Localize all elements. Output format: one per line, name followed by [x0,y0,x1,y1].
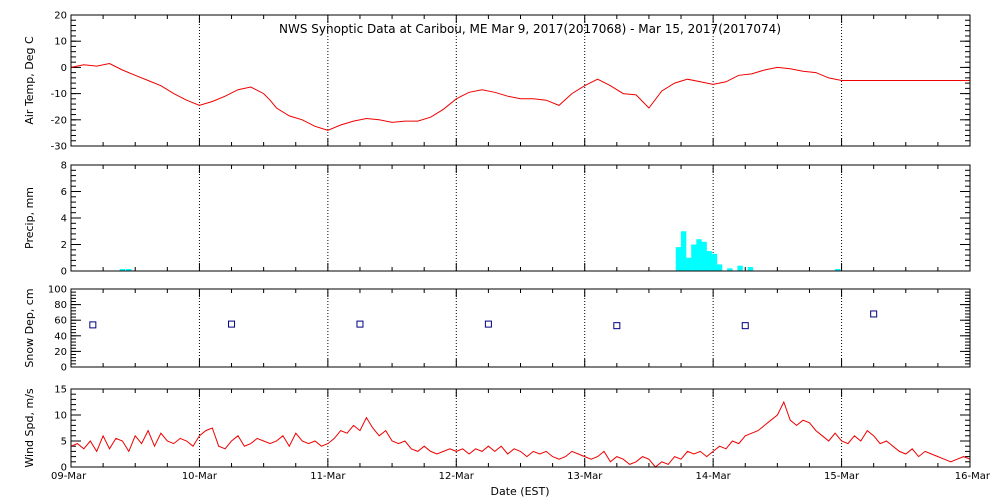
x-tick-label: 14-Mar [696,471,732,482]
y-axis-label: Precip, mm [23,187,36,249]
y-tick-label: 20 [54,11,67,22]
y-axis-label: Snow Dep, cm [23,288,36,367]
precip-bar [727,268,733,271]
precip-bar [835,269,841,271]
y-tick-label: 4 [61,214,67,225]
y-tick-label: 15 [54,385,67,396]
y-tick-label: 2 [61,240,67,251]
x-tick-label: 15-Mar [824,471,860,482]
precip-bar [126,269,132,271]
panel-precip: 8 6 4 2 0 Precip, mm [23,161,971,278]
x-tick-label: 09-Mar [51,471,87,482]
precip-bar [675,247,682,271]
snow_depth-point [741,322,749,330]
precip-bar [716,264,723,271]
x-axis-label: Date (EST) [490,485,549,498]
y-tick-label: 10 [54,411,67,422]
panel-frame [70,14,971,147]
snow_depth-point [89,321,97,329]
precip-bar [737,265,743,271]
precip-bar [691,244,697,271]
y-tick-label: -30 [51,142,67,153]
chart-title: NWS Synoptic Data at Caribou, ME Mar 9, … [279,22,781,36]
precip-bar [747,267,754,271]
panel-frame [70,288,971,368]
snow_depth-point [228,320,236,328]
y-tick-label: 40 [54,331,67,342]
precip-bar [119,269,126,271]
y-tick-label: 0 [61,63,67,74]
y-tick-label: 0 [61,463,67,474]
y-tick-label: 8 [61,161,67,172]
snow_depth-point [613,322,621,330]
y-tick-label: 60 [54,316,67,327]
x-tick-label: 13-Mar [567,471,603,482]
wind_speed-line [70,400,971,468]
y-tick-label: 100 [48,285,67,296]
y-tick-label: 5 [61,437,67,448]
x-tick-label: 16-Mar [955,471,991,482]
y-tick-label: 20 [54,347,67,358]
panel-snow_depth: 100 80 60 40 20 0 Snow Dep, cm [23,285,971,374]
air_temp-line [70,62,970,131]
precip-bar [680,231,687,271]
snow_depth-point [356,320,364,328]
precip-bar [686,257,692,271]
y-tick-label: -10 [51,89,67,100]
precip-bar [711,253,718,271]
x-tick-label: 11-Mar [310,471,346,482]
x-tick-label: 10-Mar [182,471,218,482]
y-tick-label: 10 [54,37,67,48]
precip-bar [701,241,707,271]
panel-air_temp: 20 10 0 -10 -20 -30 Air Temp, Deg C [23,11,971,153]
precip-bar [696,239,702,271]
panel-frame [70,164,971,272]
y-axis-label: Wind Spd, m/s [23,388,36,468]
y-tick-label: 80 [54,300,67,311]
panel-frame [70,388,971,468]
snow_depth-point [870,310,878,318]
y-axis-label: Air Temp, Deg C [23,36,36,125]
y-tick-label: -20 [51,115,67,126]
precip-bar [706,251,712,271]
panel-wind_speed: 15 10 5 0 Wind Spd, m/s [23,385,971,474]
y-tick-label: 0 [61,267,67,278]
y-tick-label: 0 [61,363,67,374]
y-tick-label: 6 [61,187,67,198]
x-tick-label: 12-Mar [439,471,475,482]
snow_depth-point [484,320,492,328]
